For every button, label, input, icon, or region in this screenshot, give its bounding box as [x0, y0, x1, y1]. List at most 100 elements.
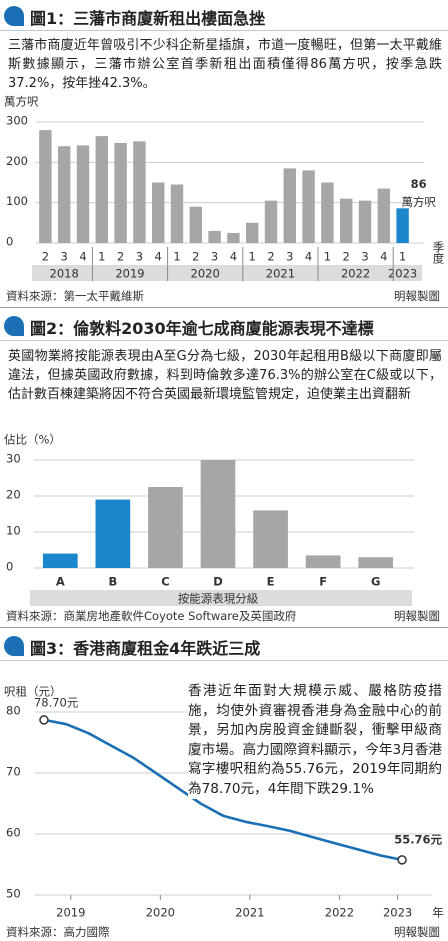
x-tick-label: 4	[230, 250, 237, 264]
y-tick-label: 10	[6, 524, 21, 538]
icon	[4, 6, 24, 26]
bar	[57, 146, 71, 243]
x-axis-label: 季度	[432, 241, 446, 265]
x-tick-label: C	[161, 575, 169, 589]
bar	[321, 182, 334, 243]
point	[39, 715, 49, 725]
icon	[4, 316, 24, 336]
year-label: 2020	[191, 267, 220, 281]
y-tick-label: 60	[6, 826, 21, 840]
bar	[339, 198, 353, 243]
x-tick-label: 3	[61, 250, 68, 264]
description: 香港近年面對大規模示威、嚴格防疫措施，均使外資審視香港身為金融中心的前景，另加內…	[188, 682, 442, 799]
source: 資料來源：高力國際	[6, 925, 110, 939]
bar	[396, 208, 409, 243]
x-band	[32, 265, 422, 281]
point	[397, 855, 407, 865]
x-tick-label: 1	[173, 250, 180, 264]
bar	[200, 460, 236, 568]
x-tick-label: 1	[399, 250, 406, 264]
x-tick-label: 3	[361, 250, 368, 264]
year-label: 2022	[341, 267, 370, 281]
bar	[377, 188, 391, 243]
x-tick-label: 2	[343, 250, 350, 264]
year-label: 2023	[388, 267, 417, 281]
chart-title: 圖3：香港商廈租金4年跌近三成	[30, 639, 261, 658]
bar	[227, 232, 240, 243]
x-tick-label: 1	[249, 250, 256, 264]
x-tick-label: 2	[192, 250, 199, 264]
x-axis-label: 按能源表現分級	[178, 592, 259, 606]
x-tick-label: 4	[305, 250, 312, 264]
bar	[148, 487, 183, 568]
year-label: 2018	[50, 267, 79, 281]
credit: 明報製圖	[394, 609, 440, 623]
x-tick-label: 3	[211, 250, 218, 264]
y-tick-label: 50	[6, 887, 21, 901]
bar	[302, 170, 315, 243]
x-tick-label: 2023	[383, 906, 412, 920]
value-label-unit: 萬方呎	[401, 195, 436, 209]
x-tick-label: E	[267, 575, 275, 589]
y-tick-label: 80	[6, 704, 21, 718]
header: 圖1：三藩市商廈新租出樓面急挫	[0, 2, 448, 31]
bar	[39, 130, 52, 243]
x-band	[30, 590, 412, 606]
x-tick-label: 2021	[235, 906, 264, 920]
chart-title: 圖1：三藩市商廈新租出樓面急挫	[30, 9, 266, 28]
x-tick-label: 4	[79, 250, 86, 264]
source: 資料來源：第一太平戴維斯	[6, 289, 144, 303]
x-tick-label: 1	[324, 250, 331, 264]
y-tick-label: 200	[6, 154, 28, 168]
description: 三藩市商廈近年曾吸引不少科企新星插旗，市道一度暢旺，但第一太平戴維斯數據顯示，三…	[8, 38, 442, 91]
x-tick-label: 4	[380, 250, 387, 264]
bar	[42, 553, 78, 568]
y-tick-label: 30	[6, 452, 21, 466]
bar	[283, 168, 297, 243]
value-label: 78.70元	[34, 695, 79, 709]
x-tick-label: B	[108, 575, 117, 589]
x-tick-label: 2	[267, 250, 274, 264]
y-tick-label: 100	[6, 194, 28, 208]
x-tick-label: 3	[136, 250, 143, 264]
y-tick-label: 0	[6, 235, 13, 249]
year-label: 2021	[266, 267, 295, 281]
bar	[245, 222, 259, 243]
x-tick-label: D	[213, 575, 223, 589]
y-axis-label: 萬方呎	[4, 95, 39, 109]
x-tick-label: F	[319, 575, 327, 589]
bar	[95, 499, 131, 568]
y-tick-label: 300	[6, 114, 28, 128]
bar	[151, 182, 165, 243]
chart-title: 圖2：倫敦料2030年逾七成商廈能源表現不達標	[30, 319, 374, 338]
bar	[305, 555, 341, 568]
bar	[358, 557, 394, 568]
bar	[76, 145, 90, 243]
description: 英國物業將按能源表現由A至G分為七級，2030年起租用B級以下商廈即屬違法，但據…	[8, 349, 442, 402]
value-label: 55.76元	[394, 832, 442, 846]
x-tick-label: 4	[155, 250, 162, 264]
y-axis-label: 佔比（%）	[4, 433, 61, 447]
y-tick-label: 0	[6, 560, 13, 574]
x-tick-label: A	[56, 575, 65, 589]
header: 圖2：倫敦料2030年逾七成商廈能源表現不達標	[0, 312, 448, 341]
chart: 呎租（元） 50 60 70 80 2019 2020 2021 2022 2023 年 78.70元…	[4, 685, 444, 920]
line	[43, 718, 403, 862]
separator	[0, 627, 448, 628]
icon	[4, 636, 24, 656]
x-axis-label: 年	[432, 906, 444, 920]
x-tick-label: 2019	[56, 906, 85, 920]
bar	[95, 136, 109, 243]
value-label: 86	[411, 177, 427, 191]
x-tick-label: 2	[42, 250, 49, 264]
bar	[208, 230, 221, 243]
x-tick-label: 3	[286, 250, 293, 264]
source: 資料來源：商業房地產軟件Coyote Software及英國政府	[6, 609, 297, 623]
bar	[114, 142, 127, 243]
y-tick-label: 20	[6, 488, 21, 502]
header: 圖3：香港商廈租金4年跌近三成	[0, 632, 448, 661]
bar	[133, 141, 146, 243]
chart: 佔比（%） 0 10 20 30 A B C D E F G 按能源表現分級	[4, 433, 414, 606]
credit: 明報製圖	[394, 925, 440, 939]
